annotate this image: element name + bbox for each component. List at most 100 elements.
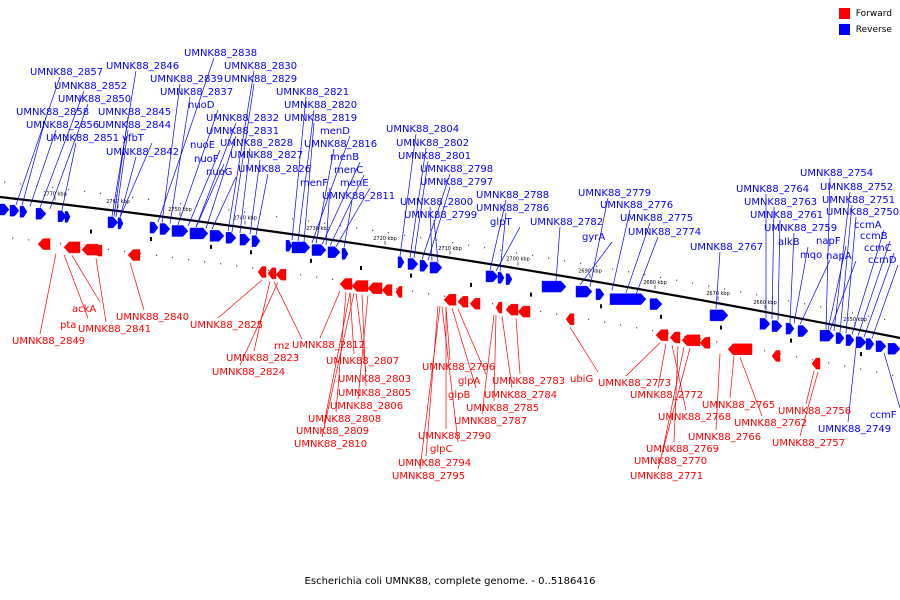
guide-dot [868,315,870,317]
guide-dot [28,239,30,241]
label-connector [829,260,857,331]
forward-gene-arrow [669,331,681,344]
forward-gene-arrow [93,244,103,257]
forward-gene-label: UMNK88_2795 [392,471,465,482]
label-connector [335,187,371,247]
label-connector [501,315,513,389]
label-connector [195,122,237,228]
label-connector [349,292,355,355]
guide-dot [452,242,454,244]
label-connector [195,163,225,228]
forward-gene-label: glpB [448,390,470,401]
reverse-gene-label: UMNK88_2857 [30,67,103,78]
gene-fragment [660,314,662,319]
guide-dot [84,190,86,193]
reverse-gene-arrow [239,233,251,246]
label-connector [805,371,815,405]
guide-dot [756,294,758,296]
label-connector [839,204,853,333]
gene-fragment [150,237,152,242]
guide-dot [444,295,446,297]
forward-gene-label: UMNK88_2762 [734,418,807,429]
label-connector [255,173,269,236]
label-connector [239,282,279,366]
reverse-gene-arrow [107,216,119,229]
guide-dot [804,303,806,305]
label-connector [169,96,191,224]
gene-fragment [410,273,412,278]
label-connector [291,96,307,241]
guide-dot [668,332,670,334]
label-connector [625,342,661,377]
label-connector [177,109,219,225]
reverse-gene-label: napF [816,236,841,247]
reverse-gene-label: UMNK88_2804 [386,124,459,135]
guide-dot [652,330,654,332]
reverse-gene-label: UMNK88_2775 [620,213,693,224]
label-connector [433,219,439,262]
guide-dot [812,359,814,361]
reverse-gene-label: UMNK88_2837 [160,87,233,98]
tick-label: 2720 kbp [373,236,397,242]
guide-dot [548,257,550,259]
guide-dot [700,338,702,340]
guide-dot [324,222,326,224]
guide-dot [740,291,742,293]
forward-gene-label: UMNK88_2784 [484,390,557,401]
gene-fragment [310,258,312,263]
reverse-gene-label: UMNK88_2856 [26,120,99,131]
gene-fragment [530,292,532,297]
reverse-gene-label: menF [300,178,328,189]
guide-dot [492,303,494,305]
label-connector [493,315,497,402]
reverse-gene-arrow [875,340,887,352]
reverse-gene-arrow [149,221,159,234]
label-connector [579,241,613,286]
reverse-gene-arrow [785,322,795,335]
reverse-gene-label: nuoE [190,140,215,151]
label-connector [671,344,687,411]
reverse-gene-arrow [285,240,293,252]
reverse-gene-label: UMNK88_2831 [206,126,279,137]
gene-fragment [720,325,722,330]
label-connector [625,222,651,293]
guide-dot [60,243,62,245]
guide-dot [108,248,110,250]
forward-gene-label: UMNK88_2806 [330,401,403,412]
reverse-gene-label: UMNK88_2802 [396,138,469,149]
guide-dot [356,227,358,229]
guide-dot [396,288,398,290]
reverse-gene-arrow [57,210,67,222]
tick-label: 2700 kbp [506,257,530,263]
label-connector [211,176,237,230]
label-connector [321,161,361,245]
forward-gene-label: UMNK88_2796 [422,362,495,373]
forward-gene-label: UMNK88_2807 [326,356,399,367]
guide-dot [892,374,894,376]
guide-dot [612,268,614,270]
forward-gene-arrow [505,303,519,316]
gene-fragment [210,244,212,249]
guide-dot [132,196,134,198]
label-connector [343,200,353,248]
guide-dot [860,368,862,370]
guide-dot [468,244,470,246]
label-connector [657,348,691,470]
label-connector [249,159,261,235]
forward-gene-arrow [565,313,575,325]
forward-gene-arrow [351,280,369,292]
reverse-gene-label: UMNK88_2820 [284,100,357,111]
reverse-gene-arrow [595,288,605,301]
label-connector [661,346,685,455]
label-connector [311,135,351,244]
forward-gene-arrow [811,357,821,370]
label-connector [15,76,61,205]
forward-gene-label: UMNK88_2812 [292,340,365,351]
guide-dot [140,252,142,254]
reverse-gene-label: UMNK88_2829 [224,74,297,85]
guide-dot [244,211,246,213]
guide-dot [180,203,182,205]
forward-gene-label: UMNK88_2768 [658,412,731,423]
label-connector [515,318,521,375]
